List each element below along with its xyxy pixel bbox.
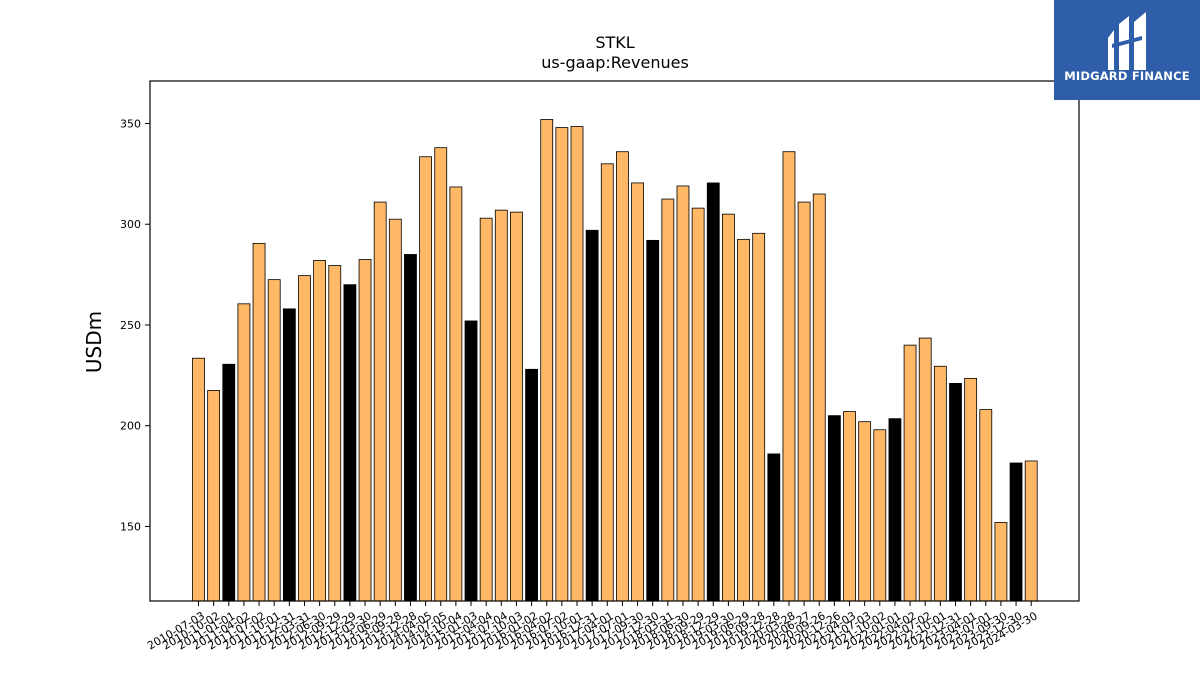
bar-2023-04-01	[964, 377, 978, 602]
bar-2018-09-29	[691, 207, 705, 602]
bar-2020-09-26	[812, 193, 826, 602]
bar-2014-04-05	[419, 156, 433, 602]
bar-2010-10-02	[207, 390, 221, 602]
bar-2012-06-30	[313, 260, 327, 602]
y-tick-label: 300	[120, 218, 141, 231]
bar-2013-03-30	[358, 259, 372, 602]
bar-2023-07-01	[979, 409, 993, 602]
bar-2012-03-31	[298, 275, 311, 602]
bar-2015-10-03	[510, 211, 523, 602]
bar-2022-12-31	[949, 383, 962, 602]
bar-2012-09-29	[328, 265, 342, 602]
bar-2021-10-02	[873, 429, 887, 602]
bar-2019-09-28	[752, 232, 766, 602]
bar-2020-06-27	[797, 201, 811, 602]
bar-2014-10-04	[449, 186, 463, 602]
bar-2015-04-04	[479, 217, 493, 602]
bar-2016-04-02	[540, 119, 554, 602]
bar-2018-06-30	[676, 185, 690, 602]
bar-2010-07-03	[192, 357, 205, 602]
bar-2013-09-28	[388, 218, 402, 602]
bar-2015-01-03	[464, 320, 478, 602]
y-tick-label: 350	[120, 118, 141, 131]
bar-2011-01-01	[222, 363, 236, 602]
y-axis-ticks: 150 200 250 300 350	[120, 118, 150, 533]
bar-2020-03-28	[782, 151, 796, 602]
bar-2011-12-31	[282, 308, 296, 602]
bar-2021-04-03	[843, 411, 856, 602]
logo-text: MIDGARD FINANCE	[1064, 69, 1190, 83]
bar-2016-12-31	[585, 229, 599, 602]
bar-2013-06-29	[373, 201, 387, 602]
bar-2017-07-01	[616, 151, 629, 602]
bar-2022-01-01	[888, 418, 902, 602]
bar-2017-09-30	[631, 182, 644, 602]
bar-2014-07-05	[434, 147, 448, 602]
plot-area-frame	[149, 80, 1080, 602]
bar-series	[192, 119, 1038, 602]
bar-2020-12-26	[827, 415, 841, 602]
bar-2016-01-02	[525, 368, 538, 602]
bar-2019-03-30	[722, 213, 735, 602]
bar-2019-12-28	[767, 453, 781, 602]
bar-2019-06-29	[737, 238, 750, 602]
bar-2016-10-01	[570, 126, 584, 602]
bar-2017-04-01	[600, 163, 614, 602]
bar-2012-12-29	[343, 284, 357, 602]
midgard-finance-logo: MIDGARD FINANCE	[1054, 0, 1200, 100]
bar-2022-04-02	[903, 344, 917, 602]
bar-2011-04-02	[237, 303, 251, 602]
bar-2024-03-30	[1024, 460, 1038, 602]
bar-2022-07-02	[918, 337, 932, 602]
midgard-logo-mark-icon	[1108, 12, 1146, 70]
y-axis-label: USDm	[82, 311, 106, 373]
bar-2017-12-30	[646, 239, 660, 602]
chart-title: STKL	[595, 33, 634, 52]
bar-2013-12-28	[404, 254, 417, 602]
bar-2018-12-29	[706, 182, 720, 602]
chart-subtitle: us-gaap:Revenues	[541, 53, 689, 72]
x-axis-ticks: 2010-07-032010-10-022011-01-012011-04-02…	[145, 601, 1040, 652]
bar-2022-10-01	[933, 365, 947, 602]
y-tick-label: 200	[120, 420, 141, 433]
y-tick-label: 250	[120, 319, 141, 332]
bar-2011-07-02	[252, 242, 266, 602]
y-tick-label: 150	[120, 520, 141, 533]
bar-2018-03-31	[661, 198, 675, 602]
bar-2016-07-02	[555, 127, 569, 602]
bar-2023-09-30	[994, 522, 1008, 602]
bar-2021-07-03	[858, 421, 872, 602]
bar-2011-10-01	[267, 279, 281, 602]
bar-2023-12-30	[1009, 462, 1023, 602]
bar-2015-07-04	[494, 209, 508, 602]
